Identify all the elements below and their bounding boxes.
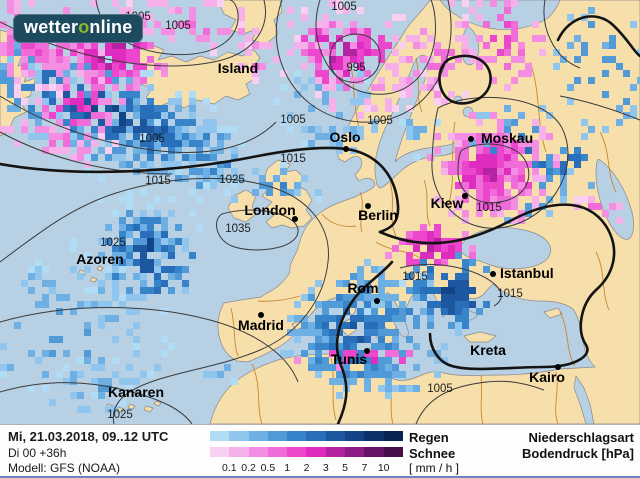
legend-snow-colorbar [210, 447, 403, 457]
isobar-value-label: 1005 [331, 1, 357, 13]
legend-color-step [325, 447, 346, 457]
footer-bar: Mi, 21.03.2018, 09..12 UTC Di 00 +36h Mo… [0, 424, 640, 478]
footer-precip-type-label: Niederschlagsart [528, 430, 635, 445]
legend-tick: 0.2 [241, 462, 256, 474]
city-label-azoren: Azoren [76, 251, 123, 267]
city-dot-istanbul [490, 271, 496, 277]
isobar-value-label: 1015 [497, 288, 523, 300]
isobar-value-label: 1015 [145, 175, 171, 187]
footer-pressure-label: Bodendruck [hPa] [522, 446, 634, 461]
city-label-istanbul: Istanbul [500, 265, 554, 281]
legend-unit-label: [ mm / h ] [409, 461, 460, 475]
legend-snow-label: Schnee [409, 446, 456, 461]
legend-tick: 0.5 [260, 462, 276, 474]
isobar-value-label: 1025 [219, 174, 245, 186]
city-label-rom: Rom [347, 280, 378, 296]
land-cyprus [543, 307, 563, 319]
city-dot-madrid [258, 312, 264, 318]
city-label-kreta: Kreta [470, 342, 506, 358]
city-label-kanaren: Kanaren [108, 384, 164, 400]
legend-color-step [287, 431, 307, 441]
legend-tick: 2 [303, 462, 310, 474]
legend-color-step [229, 447, 249, 457]
city-dot-oslo [343, 146, 349, 152]
legend-color-step [345, 431, 365, 441]
legend-color-step [383, 431, 403, 441]
city-label-moskau: Moskau [481, 130, 533, 146]
isobar-bold-layer [0, 15, 640, 424]
footer-run-offset: Di 00 +36h [8, 446, 67, 460]
isobar-value-label: 1005 [427, 383, 453, 395]
footer-valid-time: Mi, 21.03.2018, 09..12 UTC [8, 429, 169, 444]
legend-color-step [210, 447, 230, 457]
isobar-value-label: 1015 [476, 202, 502, 214]
isobar-value-label: 1005 [139, 133, 165, 145]
legend-color-step [229, 431, 249, 441]
legend-color-step [383, 447, 403, 457]
isobar-value-label: 1025 [100, 237, 126, 249]
sea-caspian [595, 159, 634, 240]
city-labels: Island Oslo Moskau London Berlin Kiew Azoren Is… [76, 60, 565, 400]
legend-tick: 10 [377, 462, 390, 474]
isobar-labels: 1005 1005 1005 995 1005 1005 1005 1015 1015 1015 1… [100, 1, 523, 421]
land-crete [463, 331, 497, 343]
sea-baltic [374, 54, 464, 189]
legend-color-step [364, 431, 384, 441]
city-dot-rom [374, 298, 380, 304]
legend-color-step [287, 447, 307, 457]
legend-color-step [248, 431, 268, 441]
city-label-berlin: Berlin [358, 207, 398, 223]
legend-color-step [306, 447, 326, 457]
city-label-kairo: Kairo [529, 369, 565, 385]
isobar-layer [0, 0, 640, 424]
city-label-kiew: Kiew [431, 195, 464, 211]
legend-rain-label: Regen [409, 430, 449, 445]
isobar-value-label: 1005 [367, 115, 393, 127]
city-label-tunis: Tunis [331, 351, 368, 367]
city-dot-berlin [365, 203, 371, 209]
legend-color-step [210, 431, 230, 441]
legend-color-step [364, 447, 384, 457]
isobar-value-label: 995 [346, 62, 365, 74]
city-dot-moskau [468, 136, 474, 142]
city-label-london: London [244, 202, 295, 218]
city-dot-london [292, 216, 298, 222]
legend-color-step [267, 447, 288, 457]
isobar-value-label: 1005 [280, 114, 306, 126]
land-iceland [135, 43, 261, 109]
legend-color-step [345, 447, 365, 457]
legend-color-step [267, 431, 288, 441]
legend-tick: 5 [342, 462, 349, 474]
footer-model: Modell: GFS (NOAA) [8, 461, 121, 475]
legend-tick: 3 [322, 462, 329, 474]
city-dot-kairo [555, 364, 561, 370]
isobar-value-label: 1015 [402, 271, 428, 283]
legend-color-step [325, 431, 346, 441]
city-dot-kiew [462, 193, 468, 199]
city-label-madrid: Madrid [238, 317, 284, 333]
city-dot-tunis [364, 348, 370, 354]
city-label-island: Island [218, 60, 258, 76]
wetteronline-logo: wetteronline [13, 14, 144, 43]
logo-accent-o: o [78, 17, 90, 37]
legend-tick: 1 [284, 462, 291, 474]
city-label-oslo: Oslo [329, 129, 360, 145]
legend-color-step [248, 447, 268, 457]
legend-tick: 0.1 [221, 462, 237, 474]
isobar-value-label: 1035 [225, 223, 251, 235]
logo-text-nline: nline [89, 17, 133, 37]
legend-tick: 7 [361, 462, 368, 474]
weather-map: 1005 1005 1005 995 1005 1005 1005 1015 1015 1015 1… [0, 0, 640, 424]
isobar-value-label: 1025 [107, 409, 133, 421]
legend-rain-colorbar [210, 431, 403, 441]
logo-text-wetter: wetter [24, 17, 79, 37]
sea-red-sea [573, 375, 595, 424]
isobar-value-label: 1005 [165, 20, 191, 32]
isobar-value-label: 1015 [280, 153, 306, 165]
legend-color-step [306, 431, 326, 441]
